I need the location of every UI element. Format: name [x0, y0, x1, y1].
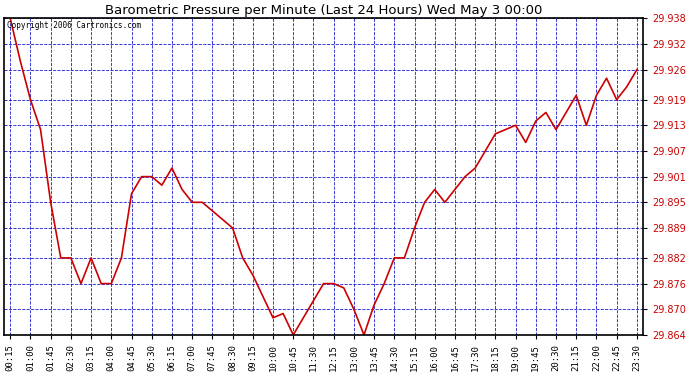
Title: Barometric Pressure per Minute (Last 24 Hours) Wed May 3 00:00: Barometric Pressure per Minute (Last 24 … — [105, 4, 542, 17]
Text: Copyright 2006 Cartronics.com: Copyright 2006 Cartronics.com — [8, 21, 141, 30]
